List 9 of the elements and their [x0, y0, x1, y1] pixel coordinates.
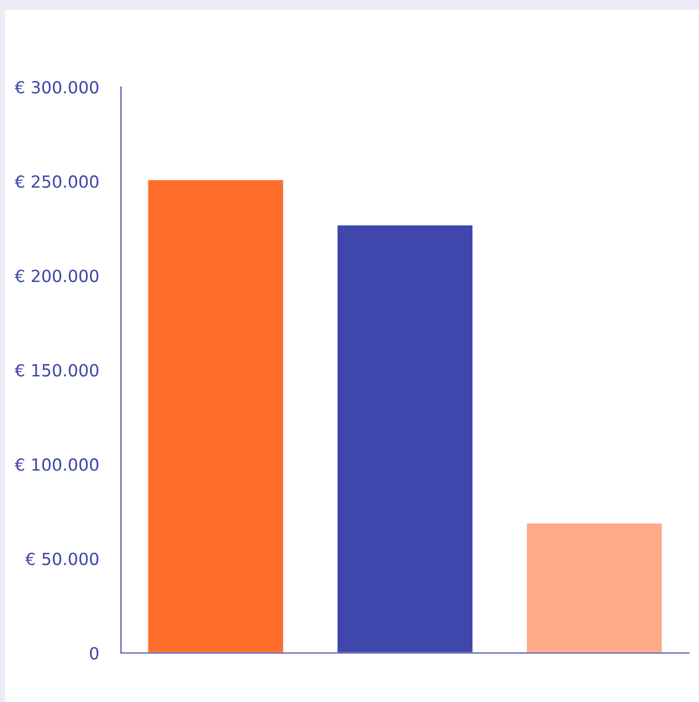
y-tick-label: 0 — [90, 646, 98, 660]
y-tick-label: € 150.000 — [14, 364, 98, 377]
y-tick-label: € 100.000 — [14, 458, 98, 471]
y-tick-label: € 200.000 — [14, 270, 98, 282]
y-tick-label: € 50.000 — [25, 552, 98, 566]
y-tick-label: € 300.000 — [14, 80, 98, 94]
bar — [525, 522, 664, 653]
y-tick-label: € 250.000 — [14, 175, 98, 188]
bar — [146, 178, 285, 653]
